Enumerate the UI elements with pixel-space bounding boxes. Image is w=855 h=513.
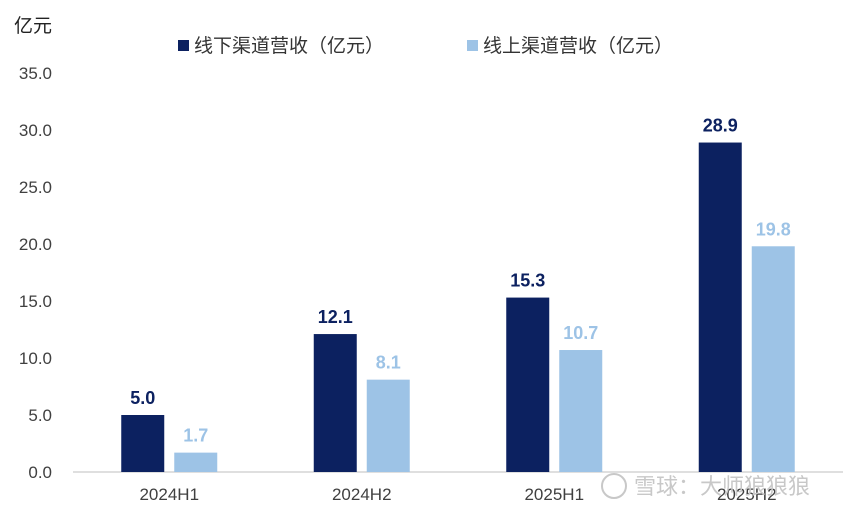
bar-online <box>751 246 795 472</box>
data-label: 1.7 <box>183 426 208 446</box>
bar-offline <box>506 297 550 472</box>
y-tick-label: 25.0 <box>19 178 52 197</box>
watermark-text: 雪球：大师狼狼狼 <box>634 475 810 500</box>
x-tick-label: 2024H2 <box>332 485 392 504</box>
data-label: 12.1 <box>318 307 353 327</box>
data-label: 15.3 <box>510 271 545 291</box>
y-tick-label: 15.0 <box>19 292 52 311</box>
legend: 线下渠道营收（亿元） 线上渠道营收（亿元） <box>178 35 673 57</box>
y-tick-label: 20.0 <box>19 235 52 254</box>
y-tick-label: 30.0 <box>19 121 52 140</box>
x-axis: 2024H1 2024H2 2025H1 2025H2 <box>139 485 776 504</box>
x-tick-label: 2025H1 <box>524 485 584 504</box>
data-labels: 5.0 1.7 12.1 8.1 15.3 10.7 28.9 19.8 <box>130 116 791 446</box>
legend-label-offline: 线下渠道营收（亿元） <box>194 35 384 57</box>
bar-offline <box>698 142 742 473</box>
data-label: 10.7 <box>563 323 598 343</box>
data-label: 19.8 <box>756 219 791 239</box>
unit-label: 亿元 <box>14 15 52 37</box>
data-label: 8.1 <box>376 353 401 373</box>
y-axis: 0.0 5.0 10.0 15.0 20.0 25.0 30.0 35.0 <box>19 64 52 482</box>
bar-online <box>559 350 603 472</box>
bar-offline <box>121 415 165 472</box>
data-label: 28.9 <box>703 116 738 136</box>
data-label: 5.0 <box>130 388 155 408</box>
legend-swatch-offline <box>178 40 189 51</box>
watermark: 雪球：大师狼狼狼 <box>601 473 810 500</box>
y-tick-label: 0.0 <box>28 463 52 482</box>
x-tick-label: 2025H2 <box>717 485 777 504</box>
y-tick-label: 35.0 <box>19 64 52 83</box>
legend-label-online: 线上渠道营收（亿元） <box>483 35 673 57</box>
bar-online <box>366 379 410 472</box>
snowball-logo-icon <box>601 473 627 499</box>
bars <box>121 142 795 473</box>
y-tick-label: 10.0 <box>19 349 52 368</box>
legend-swatch-online <box>467 40 478 51</box>
bar-online <box>174 452 218 472</box>
y-tick-label: 5.0 <box>28 406 52 425</box>
x-tick-label: 2024H1 <box>139 485 199 504</box>
bar-offline <box>313 334 357 472</box>
